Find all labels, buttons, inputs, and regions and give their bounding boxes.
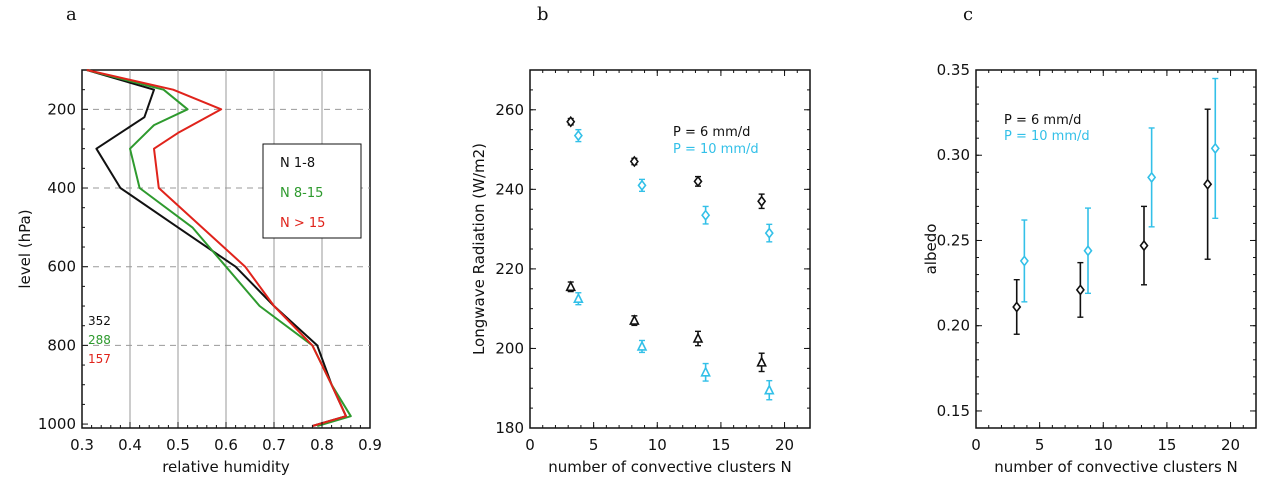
panel-a-letter: a (66, 4, 77, 25)
x-tick-label: 20 (1221, 436, 1240, 454)
x-tick-label: 0.8 (310, 436, 334, 454)
panel-b: b 0 5 10 15 20 180 200 220 240 260 P = 6 mm/d P =… (470, 4, 811, 476)
x-tick-label: 5 (1035, 436, 1045, 454)
y-tick-label: 400 (47, 179, 76, 197)
x-tick-label: 20 (775, 436, 794, 454)
triangle-marker (756, 356, 767, 367)
diamond-marker (629, 155, 639, 168)
y-tick-label: 0.25 (937, 231, 970, 249)
count-label: 157 (88, 352, 111, 366)
y-tick-label: 0.15 (937, 402, 970, 420)
count-label: 288 (88, 333, 111, 347)
panel-a: a 0.3 0.4 0.5 0.6 0.7 0.8 0.92004006008001000 … (16, 4, 382, 476)
diamond-marker (1019, 255, 1029, 267)
x-tick-label: 0.9 (358, 436, 382, 454)
diamond-marker (1075, 284, 1085, 296)
panel-c-letter: c (963, 4, 973, 25)
legend-entry: N 8-15 (280, 186, 323, 201)
triangle-marker (573, 292, 584, 304)
x-tick-label: 0.6 (214, 436, 238, 454)
x-axis-title: number of convective clusters N (548, 458, 792, 476)
panel-b-ticks: 0 5 10 15 20 180 200 220 240 260 (495, 69, 810, 454)
diamond-marker (764, 227, 774, 239)
diamond-marker (1210, 142, 1220, 155)
y-axis-title: albedo (922, 224, 940, 275)
series-line (86, 69, 347, 427)
x-tick-label: 15 (1157, 436, 1176, 454)
y-tick-label: 260 (495, 101, 524, 119)
x-tick-label: 5 (589, 436, 599, 454)
y-tick-label: 0.30 (937, 146, 970, 164)
triangle-marker (763, 383, 775, 395)
x-tick-label: 10 (648, 436, 667, 454)
panel-b-legend: P = 6 mm/d P = 10 mm/d (673, 125, 759, 157)
count-label: 352 (88, 314, 111, 328)
legend-entry: N 1-8 (280, 156, 315, 171)
panel-c-legend: P = 6 mm/d P = 10 mm/d (1004, 113, 1090, 144)
legend-entry: P = 10 mm/d (673, 142, 759, 157)
panel-c-ticks: 0 5 10 15 20 0.15 0.20 0.25 0.30 0.35 (937, 61, 1256, 454)
diamond-marker (757, 195, 767, 208)
x-axis-title: number of convective clusters N (994, 458, 1238, 476)
panel-a-lines (86, 69, 352, 427)
y-tick-label: 0.35 (937, 61, 970, 79)
panel-a-legend: N 1-8 N 8-15 N > 15 (262, 143, 362, 239)
legend-box (262, 143, 362, 239)
panel-c-marks (1012, 77, 1220, 335)
panel-a-counts: 352 288 157 (88, 314, 111, 366)
legend-entry: P = 6 mm/d (1004, 113, 1081, 128)
triangle-marker (565, 280, 577, 292)
x-tick-label: 15 (711, 436, 730, 454)
x-tick-label: 0.4 (118, 436, 142, 454)
panel-b-letter: b (537, 4, 549, 25)
x-tick-label: 0.3 (70, 436, 94, 454)
x-tick-label: 0 (525, 436, 535, 454)
triangle-marker (692, 332, 704, 343)
diamond-marker (637, 179, 647, 192)
y-axis-title: level (hPa) (16, 209, 34, 288)
panel-a-ticks: 0.3 0.4 0.5 0.6 0.7 0.8 0.9 200 400 600 800 1000 (38, 89, 382, 454)
y-tick-label: 220 (495, 260, 524, 278)
y-tick-label: 0.20 (937, 317, 970, 335)
triangle-marker (629, 314, 640, 325)
y-tick-label: 240 (495, 180, 524, 198)
y-tick-label: 180 (495, 419, 524, 437)
series-line (86, 69, 352, 427)
legend-entry: P = 10 mm/d (1004, 129, 1090, 144)
x-axis-title: relative humidity (162, 458, 290, 476)
legend-entry: N > 15 (280, 216, 325, 231)
x-tick-label: 0.5 (166, 436, 190, 454)
triangle-marker (700, 366, 711, 377)
series-line (86, 69, 347, 427)
triangle-marker (636, 340, 648, 351)
y-tick-label: 200 (495, 339, 524, 357)
diamond-marker (1083, 244, 1093, 257)
panel-c: c 0 5 10 15 20 0.15 0.20 0.25 0.30 0.35 P = 6 mm/… (922, 4, 1257, 476)
diamond-marker (1203, 178, 1213, 191)
y-tick-label: 200 (47, 100, 76, 118)
diamond-marker (701, 209, 711, 221)
diamond-marker (693, 175, 703, 188)
panel-b-marks (565, 115, 775, 401)
y-axis-title: Longwave Radiation (W/m2) (470, 143, 488, 355)
y-tick-label: 1000 (38, 415, 76, 433)
x-tick-label: 10 (1094, 436, 1113, 454)
diamond-marker (566, 115, 576, 128)
diamond-marker (1147, 171, 1157, 184)
y-tick-label: 800 (47, 336, 76, 354)
diamond-marker (1012, 301, 1022, 313)
panel-a-grid (82, 70, 370, 428)
x-tick-label: 0 (971, 436, 981, 454)
diamond-marker (573, 129, 583, 142)
x-tick-label: 0.7 (262, 436, 286, 454)
y-tick-label: 600 (47, 258, 76, 276)
legend-entry: P = 6 mm/d (673, 125, 750, 140)
diamond-marker (1139, 239, 1149, 252)
